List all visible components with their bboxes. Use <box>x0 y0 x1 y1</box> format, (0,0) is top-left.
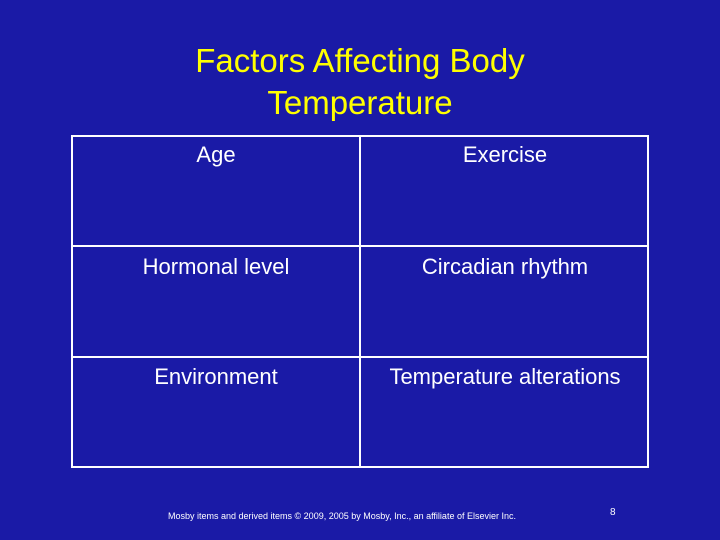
copyright-footer: Mosby items and derived items © 2009, 20… <box>168 511 516 521</box>
page-number: 8 <box>610 507 616 518</box>
table-cell-hormonal-level: Hormonal level <box>142 254 290 279</box>
slide-title-line-2: Temperature <box>267 84 453 121</box>
slide-title: Factors Affecting Body Temperature <box>0 40 720 124</box>
table-row-divider-2 <box>71 356 649 358</box>
table-cell-temperature-alterations: Temperature alterations <box>389 364 621 389</box>
slide-title-line-1: Factors Affecting Body <box>195 42 525 79</box>
table-cell-circadian-rhythm: Circadian rhythm <box>421 254 589 279</box>
table-left-border <box>71 135 73 468</box>
table-row-divider-1 <box>71 245 649 247</box>
table-cell-age: Age <box>196 142 236 167</box>
table-cell-environment: Environment <box>154 364 278 389</box>
table-middle-divider <box>359 135 361 468</box>
table-cell-exercise: Exercise <box>462 142 548 167</box>
table-right-border <box>647 135 649 468</box>
